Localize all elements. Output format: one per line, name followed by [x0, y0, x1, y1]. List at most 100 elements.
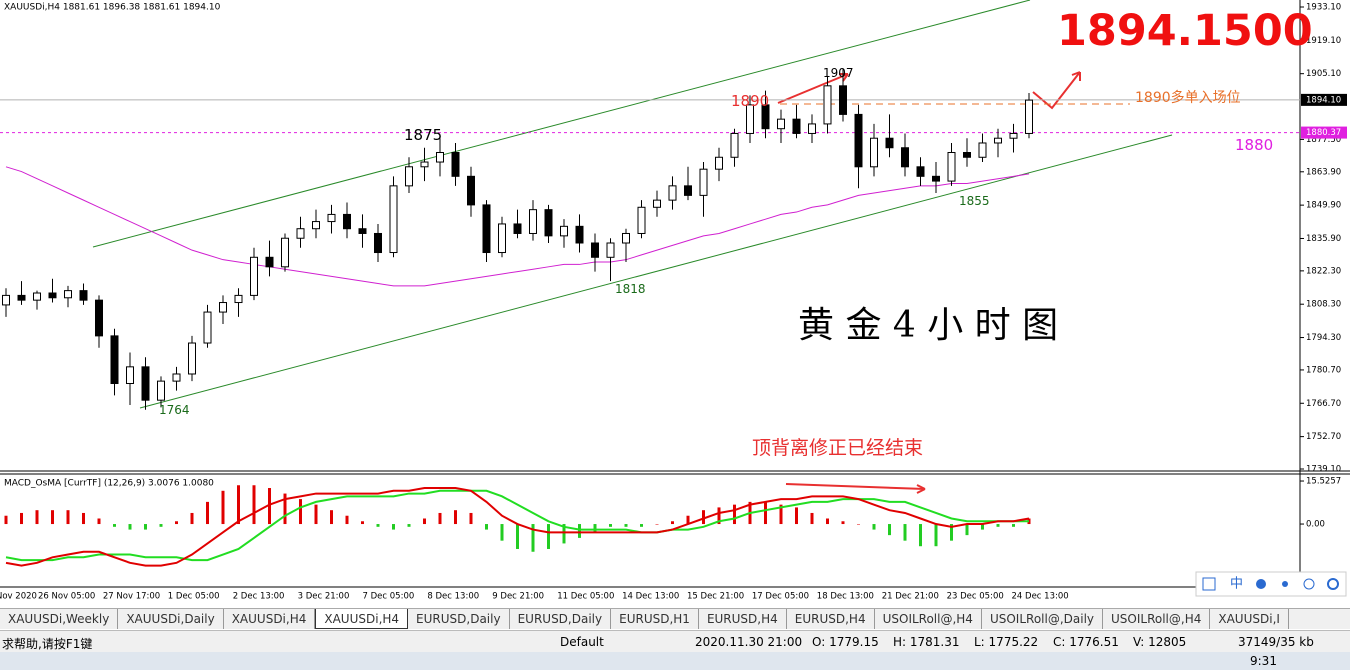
x-tick-label: 21 Dec 21:00 — [882, 592, 939, 602]
toolbar-icon[interactable] — [1256, 579, 1266, 589]
macd-bar — [423, 518, 426, 525]
macd-bar — [485, 524, 488, 530]
candle-body — [265, 256, 274, 268]
chart-tab[interactable]: USOILRoll@,H4 — [1103, 609, 1211, 629]
channel-upper — [92, 0, 1031, 248]
macd-bar — [516, 524, 519, 549]
candle-body — [64, 290, 72, 299]
toolbar-icon[interactable] — [1327, 578, 1339, 590]
x-tick-label: 15 Dec 21:00 — [687, 592, 744, 602]
macd-bar — [283, 493, 287, 525]
chart-tab[interactable]: XAUUSDi,Weekly — [0, 609, 119, 629]
channel-lower — [139, 134, 1173, 409]
toolbar-icon[interactable] — [1282, 581, 1288, 587]
macd-bar — [113, 524, 116, 527]
candle-body — [761, 104, 770, 130]
candle-body — [2, 294, 10, 306]
candle-body — [188, 342, 196, 375]
macd-bar — [51, 510, 54, 525]
chart-tab[interactable]: EURUSD,H1 — [611, 609, 699, 629]
macd-bar — [97, 518, 101, 525]
current-price-big: 1894.1500 — [1057, 6, 1313, 56]
candle-body — [653, 199, 661, 208]
y-tick-label: 1835.90 — [1306, 234, 1341, 244]
candle-body — [281, 237, 289, 268]
x-tick-label: 3 Dec 21:00 — [298, 592, 350, 602]
candle-body — [234, 294, 243, 304]
macd-bar — [1012, 524, 1015, 527]
macd-bar — [376, 524, 380, 527]
status-profile: Default — [560, 635, 604, 649]
macd-bar — [950, 524, 953, 541]
candle-body — [606, 242, 615, 258]
chart-tab[interactable]: XAUUSDi,H4 — [224, 609, 316, 629]
candle-body — [312, 221, 320, 230]
chart-tab[interactable]: EURUSD,H4 — [787, 609, 875, 629]
candle-body — [33, 292, 41, 301]
macd-bar — [66, 510, 70, 525]
candle-body — [901, 147, 909, 168]
macd-bar — [345, 515, 349, 525]
toolbar-icon[interactable] — [1303, 578, 1315, 590]
candle-body — [358, 228, 367, 234]
candle-body — [699, 168, 708, 196]
x-tick-label: 18 Dec 13:00 — [817, 592, 874, 602]
macd-bar — [593, 524, 597, 533]
macd-bar — [500, 524, 504, 541]
label-1907: 1907 — [823, 66, 854, 80]
toolbar-icon[interactable] — [1202, 577, 1216, 591]
macd-bar — [159, 524, 163, 527]
chart-tab[interactable]: XAUUSDi,H4 — [315, 609, 409, 629]
indicator-label: MACD_OsMA [CurrTF] (12,26,9) 3.0076 1.00… — [4, 479, 214, 489]
macd-bar — [996, 524, 1000, 527]
chart-tab[interactable]: EURUSD,Daily — [510, 609, 612, 629]
macd-bar — [392, 524, 395, 530]
macd-bar — [857, 524, 860, 525]
macd-bar — [671, 521, 674, 525]
y-tick-label: 1849.90 — [1306, 201, 1341, 211]
candle-body — [730, 132, 739, 158]
macd-bar — [981, 524, 984, 530]
macd-bar — [82, 512, 85, 525]
divergence-arrow — [777, 73, 849, 104]
toolbar: 中 — [1195, 571, 1347, 597]
chart-tab[interactable]: XAUUSDi,Daily — [118, 609, 224, 629]
chart-tab[interactable]: USOILRoll@,Daily — [982, 609, 1104, 629]
y-tick-label: 15.5257 — [1306, 477, 1341, 487]
x-tick-label: 8 Dec 13:00 — [427, 592, 479, 602]
x-tick-label: 7 Dec 05:00 — [363, 592, 415, 602]
candle-body — [1009, 132, 1018, 139]
macd-bar — [919, 524, 922, 547]
label-1890: 1890 — [731, 92, 770, 110]
candle-body — [637, 206, 646, 234]
chart-tabs: XAUUSDi,Weekly XAUUSDi,Daily XAUUSDi,H4 XAU… — [0, 608, 1350, 629]
chart-tab[interactable]: EURUSD,H4 — [699, 609, 787, 629]
candle-body — [141, 366, 150, 401]
chart-tab[interactable]: EURUSD,Daily — [408, 609, 510, 629]
candle-body — [451, 152, 460, 177]
chart-tab[interactable]: XAUUSDi,I — [1210, 609, 1289, 629]
chart-tab[interactable]: USOILRoll@,H4 — [875, 609, 982, 629]
candle-body — [529, 209, 537, 234]
macd-bar — [35, 510, 39, 525]
candle-body — [963, 152, 971, 158]
clock: 9:31 — [1250, 654, 1277, 668]
x-tick-label: 1 Dec 05:00 — [168, 592, 220, 602]
candle-body — [885, 137, 894, 149]
macd-bar — [454, 510, 457, 525]
candle-body — [668, 185, 677, 201]
macd-bar — [810, 512, 814, 525]
toolbar-lang[interactable]: 中 — [1230, 577, 1243, 592]
price-label: 1894.10 — [1306, 95, 1341, 105]
label-1875: 1875 — [404, 126, 443, 144]
macd-bar — [733, 504, 736, 525]
y-tick-label: 0.00 — [1306, 520, 1325, 530]
chart-window: XAUUSDi,H4 1881.61 1896.38 1881.61 1894.… — [0, 0, 1350, 602]
candle-body — [343, 213, 351, 230]
candle-body — [792, 118, 801, 134]
y-tick-label: 1877.50 — [1306, 135, 1341, 145]
macd-bar — [764, 501, 767, 525]
entry-label: 1890多单入场位 — [1135, 90, 1241, 106]
macd-bar — [4, 515, 8, 525]
